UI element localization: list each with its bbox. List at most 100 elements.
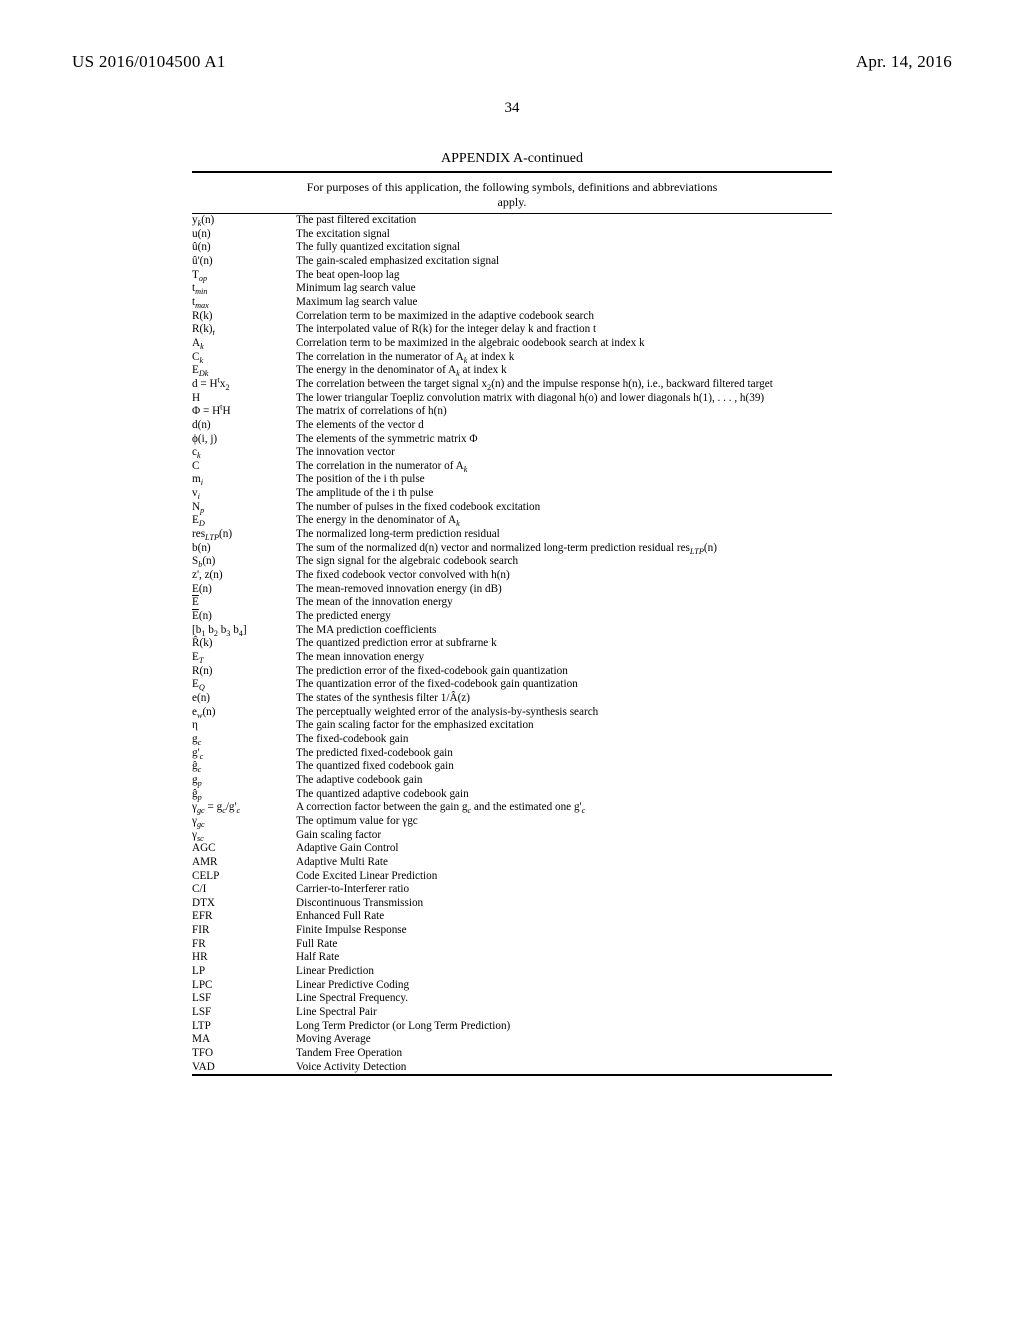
symbol-cell: γgc = gc/g'c — [192, 801, 296, 815]
table-row: ϕ(i, j)The elements of the symmetric mat… — [192, 433, 832, 447]
table-row: EDThe energy in the denominator of Ak — [192, 514, 832, 528]
symbol-cell: [b1 b2 b3 b4] — [192, 624, 296, 638]
definition-cell: Minimum lag search value — [296, 282, 832, 296]
definition-cell: The mean-removed innovation energy (in d… — [296, 583, 832, 597]
definition-cell: Finite Impulse Response — [296, 924, 832, 938]
symbol-cell: FIR — [192, 924, 296, 938]
table-row: ew(n)The perceptually weighted error of … — [192, 706, 832, 720]
symbol-cell: Ck — [192, 351, 296, 365]
table-row: CELPCode Excited Linear Prediction — [192, 870, 832, 884]
definition-cell: Adaptive Multi Rate — [296, 856, 832, 870]
definition-cell: The quantized prediction error at subfra… — [296, 637, 832, 651]
definition-cell: Correlation term to be maximized in the … — [296, 337, 832, 351]
symbol-cell: resLTP(n) — [192, 528, 296, 542]
definition-cell: The beat open-loop lag — [296, 269, 832, 283]
definition-cell: The predicted fixed-codebook gain — [296, 747, 832, 761]
definition-cell: Voice Activity Detection — [296, 1061, 832, 1075]
symbol-cell: C/I — [192, 883, 296, 897]
definition-cell: The gain-scaled emphasized excitation si… — [296, 255, 832, 269]
symbol-cell: d = Htx2 — [192, 378, 296, 392]
definition-cell: The innovation vector — [296, 446, 832, 460]
symbol-cell: Φ = HtH — [192, 405, 296, 419]
table-row: EDkThe energy in the denominator of Ak a… — [192, 364, 832, 378]
caption-line-1: For purposes of this application, the fo… — [307, 180, 718, 194]
table-row: viThe amplitude of the i th pulse — [192, 487, 832, 501]
appendix-caption: For purposes of this application, the fo… — [72, 173, 952, 213]
table-row: MAMoving Average — [192, 1033, 832, 1047]
symbol-cell: LPC — [192, 979, 296, 993]
table-row: CkThe correlation in the numerator of Ak… — [192, 351, 832, 365]
definition-cell: Correlation term to be maximized in the … — [296, 310, 832, 324]
symbol-cell: ĝc — [192, 760, 296, 774]
symbol-cell: EDk — [192, 364, 296, 378]
table-row: tminMinimum lag search value — [192, 282, 832, 296]
table-row: R(k)Correlation term to be maximized in … — [192, 310, 832, 324]
symbol-cell: ew(n) — [192, 706, 296, 720]
definition-cell: Half Rate — [296, 951, 832, 965]
definition-cell: Full Rate — [296, 938, 832, 952]
definition-cell: Discontinuous Transmission — [296, 897, 832, 911]
symbol-cell: MA — [192, 1033, 296, 1047]
symbol-cell: LP — [192, 965, 296, 979]
symbol-cell: Top — [192, 269, 296, 283]
symbol-cell: E(n) — [192, 610, 296, 624]
symbol-cell: E — [192, 596, 296, 610]
symbol-cell: EQ — [192, 678, 296, 692]
table-row: gcThe fixed-codebook gain — [192, 733, 832, 747]
symbol-cell: H — [192, 392, 296, 406]
symbol-cell: Np — [192, 501, 296, 515]
definition-cell: The quantization error of the fixed-code… — [296, 678, 832, 692]
definition-cell: The interpolated value of R(k) for the i… — [296, 323, 832, 337]
symbol-cell: mi — [192, 473, 296, 487]
table-row: AMRAdaptive Multi Rate — [192, 856, 832, 870]
symbol-cell: Ak — [192, 337, 296, 351]
definition-cell: Linear Predictive Coding — [296, 979, 832, 993]
table-row: VADVoice Activity Detection — [192, 1061, 832, 1075]
symbol-cell: ED — [192, 514, 296, 528]
table-row: d(n)The elements of the vector d — [192, 419, 832, 433]
table-row: e(n)The states of the synthesis filter 1… — [192, 692, 832, 706]
definition-cell: The mean of the innovation energy — [296, 596, 832, 610]
table-row: LPCLinear Predictive Coding — [192, 979, 832, 993]
symbol-cell: e(n) — [192, 692, 296, 706]
symbol-cell: û(n) — [192, 241, 296, 255]
definitions-table: yk(n)The past filtered excitationu(n)The… — [192, 214, 832, 1074]
definition-cell: Adaptive Gain Control — [296, 842, 832, 856]
symbol-cell: R(n) — [192, 665, 296, 679]
caption-line-2: apply. — [498, 195, 527, 209]
definition-cell: The matrix of correlations of h(n) — [296, 405, 832, 419]
table-row: LSFLine Spectral Frequency. — [192, 992, 832, 1006]
symbol-cell: b(n) — [192, 542, 296, 556]
symbol-cell: LTP — [192, 1020, 296, 1034]
symbol-cell: g'c — [192, 747, 296, 761]
symbol-cell: LSF — [192, 1006, 296, 1020]
definition-cell: Enhanced Full Rate — [296, 910, 832, 924]
definition-cell: The number of pulses in the fixed codebo… — [296, 501, 832, 515]
symbol-cell: EFR — [192, 910, 296, 924]
symbol-cell: LSF — [192, 992, 296, 1006]
table-row: EFREnhanced Full Rate — [192, 910, 832, 924]
definitions-table-wrap: yk(n)The past filtered excitationu(n)The… — [192, 214, 832, 1076]
table-row: Sb(n)The sign signal for the algebraic c… — [192, 555, 832, 569]
table-row: EQThe quantization error of the fixed-co… — [192, 678, 832, 692]
symbol-cell: AMR — [192, 856, 296, 870]
symbol-cell: gc — [192, 733, 296, 747]
symbol-cell: d(n) — [192, 419, 296, 433]
definition-cell: The amplitude of the i th pulse — [296, 487, 832, 501]
definition-cell: The energy in the denominator of Ak — [296, 514, 832, 528]
table-row: AkCorrelation term to be maximized in th… — [192, 337, 832, 351]
symbol-cell: γgc — [192, 815, 296, 829]
symbol-cell: ck — [192, 446, 296, 460]
symbol-cell: vi — [192, 487, 296, 501]
symbol-cell: η — [192, 719, 296, 733]
definition-cell: The mean innovation energy — [296, 651, 832, 665]
table-row: LPLinear Prediction — [192, 965, 832, 979]
definition-cell: Line Spectral Frequency. — [296, 992, 832, 1006]
definition-cell: The correlation in the numerator of Ak — [296, 460, 832, 474]
page-number: 34 — [72, 100, 952, 117]
symbol-cell: FR — [192, 938, 296, 952]
symbol-cell: tmin — [192, 282, 296, 296]
definition-cell: Carrier-to-Interferer ratio — [296, 883, 832, 897]
table-row: TopThe beat open-loop lag — [192, 269, 832, 283]
table-row: NpThe number of pulses in the fixed code… — [192, 501, 832, 515]
